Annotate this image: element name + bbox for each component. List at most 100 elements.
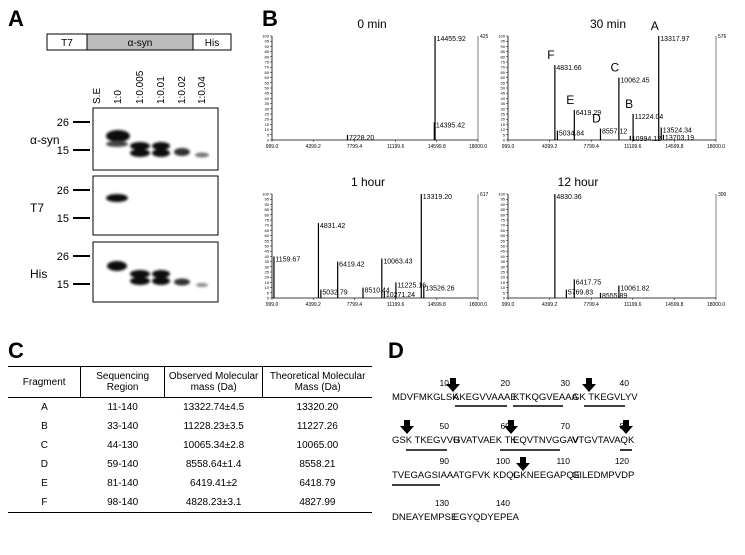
y-tick-label: 40 [501, 96, 506, 101]
blot-frame [92, 241, 219, 303]
y-tick-label: 65 [501, 228, 506, 233]
table-cell: 6418.79 [299, 478, 336, 489]
table-row: A 11-140 13322.74±4.5 13320.20 [8, 398, 372, 418]
y-tick-label: 10 [265, 285, 270, 290]
peak-label: 13319.20 [423, 194, 452, 201]
y-tick-label: 100 [498, 34, 505, 39]
sequence-block: GVATVAEK TK [453, 435, 517, 446]
y-tick-label: 50 [265, 86, 270, 91]
x-tick-label: 18000.0 [707, 302, 725, 308]
blot-bands [106, 130, 209, 287]
x-tick-label: 7799.4 [347, 144, 363, 150]
peak-label: 13524.34 [663, 128, 692, 135]
residue-number: 50 [440, 421, 450, 431]
residue-number: 20 [501, 378, 511, 388]
y-tick-label: 95 [501, 39, 506, 44]
y-tick-label: 5 [503, 290, 506, 295]
peak-label: 7228.20 [349, 135, 374, 142]
lane-label: 1:0.01 [156, 76, 167, 104]
cleavage-arrows [400, 378, 633, 471]
x-tick-label: 4399.2 [306, 302, 322, 308]
x-tick-label: 999.0 [266, 144, 279, 150]
y-tick-label: 35 [501, 259, 506, 264]
y-tick-label: 70 [501, 65, 506, 70]
peak-label: 6419.29 [576, 110, 601, 117]
table-cell: F [8, 493, 81, 513]
panel-letter: C [8, 338, 24, 363]
table-cell: 11227.26 [296, 421, 338, 432]
y-tick-label: 85 [501, 49, 506, 54]
marker-label: 26 [57, 185, 69, 197]
y-tick-label: 75 [265, 60, 270, 65]
peak-label: 4831.66 [556, 65, 581, 72]
table-body: A 11-140 13322.74±4.5 13320.20 B 33-140 11228.… [8, 398, 372, 513]
table-cell: 13320.20 [296, 402, 339, 413]
fragment-table: Fragment Sequencing Region Observed Molecu… [8, 366, 372, 513]
y-tick-label: 60 [265, 233, 270, 238]
spectrum-title: 12 hour [558, 175, 599, 189]
x-tick-label: 4399.2 [542, 302, 558, 308]
y-tick-label: 0 [503, 138, 506, 143]
residue-number: 120 [615, 456, 629, 466]
y-tick-label: 30 [501, 264, 506, 269]
x-tick-label: 999.0 [502, 144, 515, 150]
y-tick-label: 75 [501, 218, 506, 223]
column-header: Sequencing Region [80, 366, 165, 398]
x-tick-label: 11199.6 [624, 144, 642, 150]
y-tick-label: 15 [265, 280, 270, 285]
table-cell: 13322.74±4.5 [183, 402, 245, 413]
y-tick-label: 85 [265, 49, 270, 54]
construct-label: α-syn [128, 38, 153, 49]
x-tick-label: 11199.6 [387, 302, 405, 308]
y-tick-label: 80 [501, 212, 506, 217]
y-tick-label: 65 [501, 70, 506, 75]
panel-letter: B [262, 6, 278, 31]
lane-label: 1:0.02 [177, 76, 188, 104]
x-tick-label: 4399.2 [542, 144, 558, 150]
x-tick-label: 7799.4 [584, 144, 600, 150]
table-row: C 44-130 10065.34±2.8 10065.00 [8, 436, 372, 455]
marker-label: 15 [57, 145, 69, 157]
max-count-label: 576 [718, 34, 727, 40]
max-count-label: 617 [480, 192, 489, 198]
sequence-block: KTKQGVEAAA [513, 392, 579, 403]
x-tick-label: 18000.0 [469, 302, 487, 308]
y-tick-label: 10 [265, 127, 270, 132]
y-tick-label: 30 [265, 264, 270, 269]
peak-label: 10994.12 [632, 136, 661, 143]
residue-number: 140 [496, 498, 510, 508]
y-tick-label: 100 [498, 192, 505, 197]
peak-label: 5032.79 [322, 290, 347, 297]
y-tick-label: 20 [501, 275, 506, 280]
table-cell: 10065.00 [296, 440, 339, 451]
y-tick-label: 0 [267, 296, 270, 301]
x-tick-label: 999.0 [502, 302, 515, 308]
sequence-block: EGYQDYEPEA [453, 512, 520, 523]
peak-label: 14395.42 [436, 122, 465, 129]
construct-label: T7 [61, 38, 73, 49]
y-tick-label: 80 [501, 54, 506, 59]
y-tick-label: 45 [501, 249, 506, 254]
sequence-block: GK TKEGVLYV [572, 392, 638, 403]
y-tick-label: 90 [501, 44, 506, 49]
sequence-block: MDVFMKGLSK [392, 392, 459, 403]
y-tick-label: 75 [265, 218, 270, 223]
sequence-block: VTGVTAVAQK [572, 435, 635, 446]
residue-number: 30 [561, 378, 571, 388]
y-tick-label: 5 [267, 290, 270, 295]
y-tick-label: 55 [265, 238, 270, 243]
sequence-block: DNEAYEMPSE [392, 512, 457, 523]
table-row: B 33-140 11228.23±3.5 11227.26 [8, 417, 372, 436]
blot-frame [92, 175, 219, 236]
x-tick-label: 14599.8 [428, 144, 446, 150]
y-tick-label: 15 [501, 122, 506, 127]
panel-letter: D [388, 338, 404, 363]
y-tick-label: 15 [501, 280, 506, 285]
marker-label: 26 [57, 117, 69, 129]
marker-label: 15 [57, 213, 69, 225]
column-header: Fragment [8, 366, 81, 398]
y-tick-label: 0 [267, 138, 270, 143]
sequence-block: GILEDMPVDP [572, 470, 634, 481]
spectrum-title: 30 min [590, 17, 626, 31]
